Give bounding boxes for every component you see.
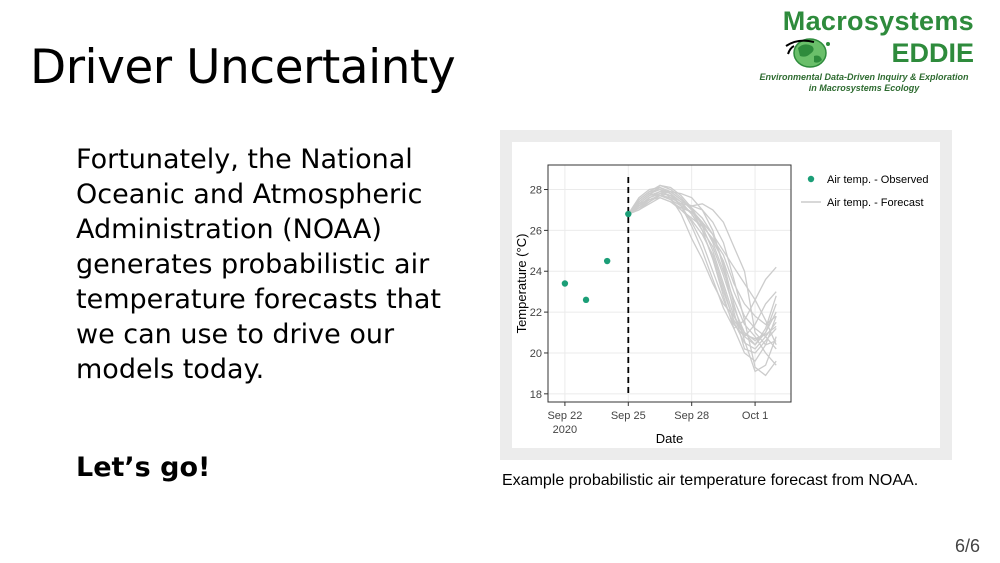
forecast-ensemble-line <box>627 188 777 342</box>
forecast-ensemble-line <box>627 188 777 346</box>
legend-observed-marker <box>807 175 815 183</box>
forecast-ensemble-line <box>628 196 777 350</box>
y-tick-label: 24 <box>530 266 542 278</box>
forecast-ensemble-line <box>627 192 777 346</box>
observed-point <box>582 296 590 304</box>
observed-point <box>625 210 632 218</box>
logo-tagline-2: in Macrosystems Ecology <box>808 83 920 93</box>
forecast-ensemble-line <box>627 194 777 346</box>
legend-forecast-label: Air temp. - Forecast <box>827 197 924 209</box>
chart-panel: 18 20 22 24 26 28 Sep 22 2020 Sep 25 Sep 28 Oct 1 D… <box>512 142 940 448</box>
logo-tagline-1: Environmental Data-Driven Inquiry & Expl… <box>759 72 969 82</box>
figure-caption: Example probabilistic air temperature fo… <box>502 472 919 489</box>
macrosystems-eddie-logo: Macrosystems EDDIE Environmental Data-Dr… <box>752 6 976 98</box>
observed-point <box>603 257 611 265</box>
chart-frame: 18 20 22 24 26 28 Sep 22 2020 Sep 25 Sep 28 Oct 1 D… <box>500 130 952 460</box>
logo-line2: EDDIE <box>891 38 974 68</box>
y-tick-label: 18 <box>530 389 542 401</box>
y-tick-label: 26 <box>530 225 542 237</box>
y-axis-title: Temperature (°C) <box>514 234 529 334</box>
logo-line1: Macrosystems <box>782 6 974 36</box>
x-tick-label: Sep 25 <box>611 410 646 422</box>
x-tick-label: Sep 22 <box>547 410 582 422</box>
y-tick-label: 28 <box>530 185 542 197</box>
x-tick-label: 2020 <box>553 424 577 436</box>
plot-border <box>547 164 792 403</box>
forecast-ensemble-line <box>627 197 777 326</box>
slide-title: Driver Uncertainty <box>30 40 456 95</box>
call-to-action: Let’s go! <box>76 452 211 483</box>
observed-point <box>561 280 569 287</box>
globe-icon <box>785 38 830 68</box>
y-tick-label: 22 <box>530 307 542 319</box>
body-paragraph: Fortunately, the National Oceanic and At… <box>76 144 441 385</box>
forecast-ensemble-line <box>627 184 777 346</box>
forecast-ensemble-line <box>627 186 777 330</box>
x-axis-title: Date <box>656 431 683 446</box>
legend-observed-label: Air temp. - Observed <box>827 174 928 186</box>
x-tick-label: Sep 28 <box>674 410 709 422</box>
forecast-ensemble-line <box>627 190 777 338</box>
forecast-ensemble-line <box>627 194 777 340</box>
page-number: 6/6 <box>954 536 980 556</box>
y-tick-label: 20 <box>530 348 542 360</box>
x-tick-label: Oct 1 <box>742 410 768 422</box>
temperature-forecast-chart: 18 20 22 24 26 28 Sep 22 2020 Sep 25 Sep 28 Oct 1 D… <box>514 164 928 446</box>
